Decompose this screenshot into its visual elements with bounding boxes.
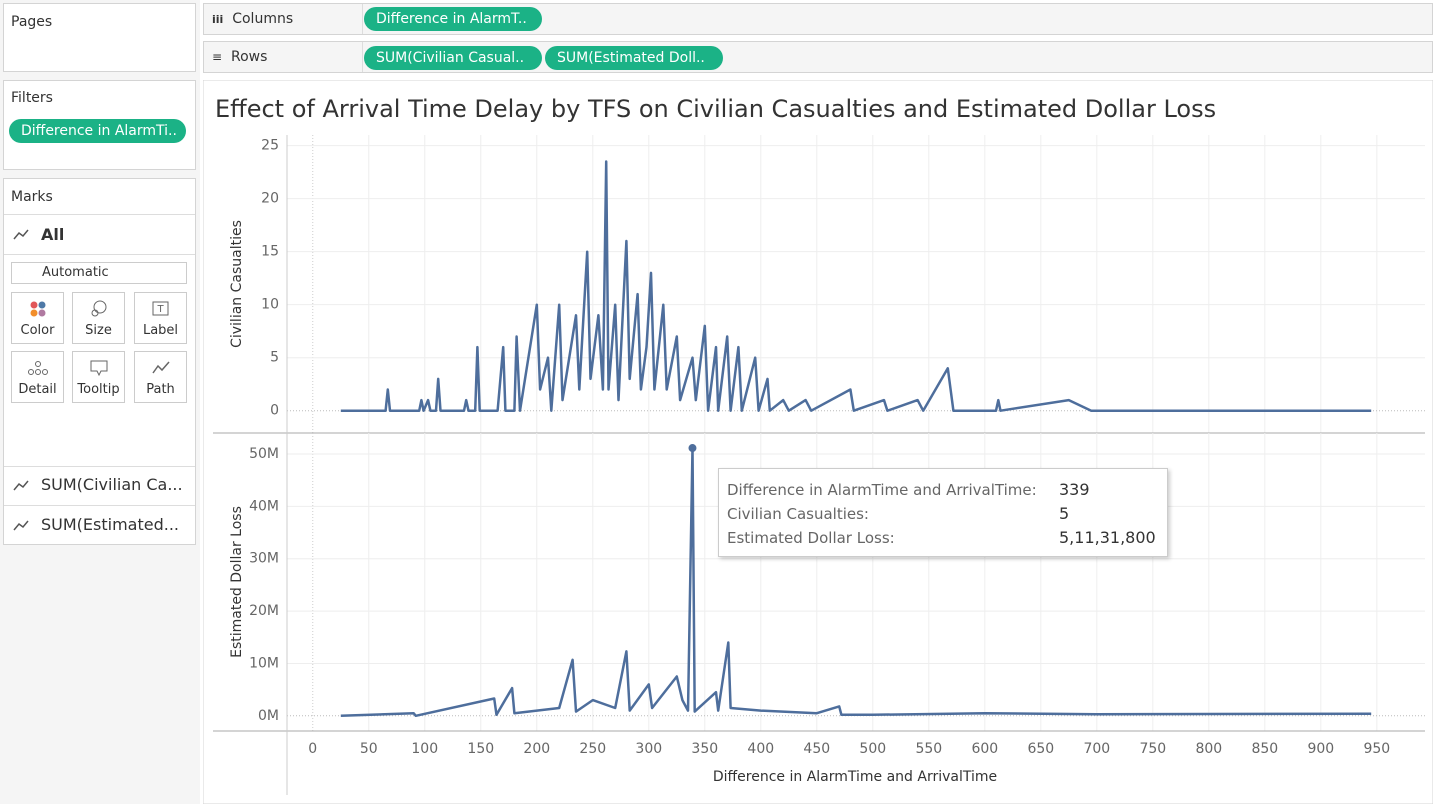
marks-all[interactable]: All — [41, 225, 65, 244]
path-icon — [151, 361, 170, 374]
y-axis-label: Civilian Casualties — [229, 220, 245, 348]
filters-title: Filters — [11, 90, 53, 106]
x-tick-label: 400 — [747, 741, 774, 757]
x-tick-label: 650 — [1027, 741, 1054, 757]
tooltip-label: Civilian Casualties: — [727, 505, 869, 523]
x-tick-label: 0 — [308, 741, 317, 757]
divider — [4, 505, 195, 506]
sidebar: Pages Filters Difference in AlarmTi.. Ma… — [0, 0, 200, 804]
marks-card-dollar[interactable]: SUM(Estimated... — [41, 515, 179, 534]
x-axis-label: Difference in AlarmTime and ArrivalTime — [713, 769, 997, 785]
y-tick-label: 15 — [261, 244, 279, 260]
mark-type-dropdown[interactable]: Automatic — [11, 262, 187, 284]
rows-label: ≡ Rows — [212, 49, 268, 65]
data-line — [340, 446, 1372, 718]
marks-title: Marks — [11, 189, 53, 205]
x-tick-label: 350 — [691, 741, 718, 757]
svg-text:T: T — [156, 304, 164, 315]
button-label: Size — [85, 323, 112, 338]
view-background — [203, 80, 1433, 804]
x-tick-label: 450 — [803, 741, 830, 757]
x-tick-label: 200 — [523, 741, 550, 757]
y-tick-label: 25 — [261, 138, 279, 154]
x-tick-label: 700 — [1083, 741, 1110, 757]
y-tick-label: 40M — [249, 498, 279, 514]
button-label: Path — [146, 382, 175, 397]
chart-view: Effect of Arrival Time Delay by TFS on C… — [203, 80, 1433, 804]
tooltip: Difference in AlarmTime and ArrivalTime:… — [718, 468, 1168, 557]
tooltip-icon — [90, 360, 107, 377]
button-label: Label — [142, 323, 179, 338]
x-tick-label: 600 — [971, 741, 998, 757]
tooltip-value: 339 — [1059, 480, 1090, 499]
rows-shelf: ≡ Rows SUM(Civilian Casual.. SUM(Estimat… — [203, 41, 1433, 73]
x-tick-label: 850 — [1251, 741, 1278, 757]
line-icon — [13, 520, 29, 531]
y-tick-label: 20 — [261, 191, 279, 207]
column-pill[interactable]: Difference in AlarmT.. — [364, 7, 542, 31]
color-button[interactable]: Color — [11, 292, 64, 344]
shelf-divider — [362, 42, 363, 72]
line-icon — [13, 229, 29, 240]
tooltip-label: Difference in AlarmTime and ArrivalTime: — [727, 481, 1037, 499]
tooltip-value: 5,11,31,800 — [1059, 528, 1156, 547]
columns-shelf: iii Columns Difference in AlarmT.. — [203, 3, 1433, 35]
filters-card: Filters Difference in AlarmTi.. — [3, 80, 196, 170]
shelf-label: Columns — [232, 11, 294, 27]
pages-card: Pages — [3, 3, 196, 72]
button-label: Detail — [18, 382, 57, 397]
shelf-label: Rows — [230, 49, 268, 65]
label-icon: T — [152, 301, 168, 316]
y-tick-label: 10 — [261, 297, 279, 313]
y-tick-label: 50M — [249, 446, 279, 462]
divider — [4, 214, 195, 215]
x-tick-label: 900 — [1307, 741, 1334, 757]
hover-point — [688, 444, 697, 453]
button-label: Tooltip — [77, 382, 120, 397]
chart-layer: Effect of Arrival Time Delay by TFS on C… — [203, 80, 1433, 804]
x-tick-label: 50 — [360, 741, 378, 757]
x-tick-label: 750 — [1139, 741, 1166, 757]
x-tick-label: 250 — [579, 741, 606, 757]
filter-pill[interactable]: Difference in AlarmTi.. — [9, 119, 186, 143]
marks-card-civilian[interactable]: SUM(Civilian Ca... — [41, 475, 183, 494]
tooltip-value: 5 — [1059, 504, 1070, 523]
y-tick-label: 10M — [249, 655, 279, 671]
x-tick-label: 100 — [411, 741, 438, 757]
y-tick-label: 5 — [270, 350, 279, 366]
row-pill[interactable]: SUM(Estimated Doll.. — [545, 46, 723, 70]
x-tick-label: 300 — [635, 741, 662, 757]
y-axis-label: Estimated Dollar Loss — [229, 506, 245, 658]
row-pill[interactable]: SUM(Civilian Casual.. — [364, 46, 542, 70]
detail-button[interactable]: Detail — [11, 351, 64, 403]
x-tick-label: 950 — [1363, 741, 1390, 757]
y-tick-label: 30M — [249, 551, 279, 567]
line-icon — [13, 480, 29, 491]
marks-card: Marks All Automatic Color Size T Label De… — [3, 178, 196, 545]
x-tick-label: 800 — [1195, 741, 1222, 757]
tooltip-label: Estimated Dollar Loss: — [727, 529, 895, 547]
y-tick-label: 0M — [258, 708, 279, 724]
columns-label: iii Columns — [212, 11, 294, 27]
path-button[interactable]: Path — [134, 351, 187, 403]
color-icon — [30, 301, 45, 317]
data-line — [340, 160, 1372, 412]
y-tick-label: 20M — [249, 603, 279, 619]
x-tick-label: 150 — [467, 741, 494, 757]
view-title: Effect of Arrival Time Delay by TFS on C… — [215, 95, 1216, 123]
x-tick-label: 550 — [915, 741, 942, 757]
button-label: Color — [20, 323, 55, 338]
label-button[interactable]: T Label — [134, 292, 187, 344]
pages-title: Pages — [11, 14, 53, 30]
y-tick-label: 0 — [270, 403, 279, 419]
x-tick-label: 500 — [859, 741, 886, 757]
size-icon — [91, 300, 106, 317]
divider — [4, 466, 195, 467]
size-button[interactable]: Size — [72, 292, 125, 344]
divider — [4, 254, 195, 255]
shelf-divider — [362, 4, 363, 34]
detail-icon — [27, 361, 48, 375]
tooltip-button[interactable]: Tooltip — [72, 351, 125, 403]
